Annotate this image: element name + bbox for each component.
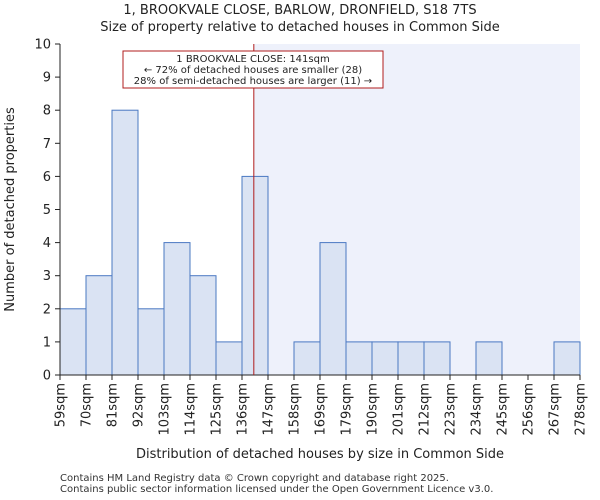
bar-234sqm (475, 341, 503, 376)
y-tick-label: 9 (43, 71, 51, 86)
x-tick-label: 212sqm (418, 383, 433, 436)
x-tick-label: 125sqm (210, 383, 225, 436)
x-tick-label: 92sqm (132, 383, 147, 427)
x-tick-label: 201sqm (392, 383, 407, 436)
bar-212sqm (423, 341, 451, 376)
y-axis-title: Number of detached properties (3, 107, 18, 312)
bar-59sqm (59, 308, 87, 376)
chart-subtitle: Size of property relative to detached ho… (100, 20, 500, 35)
annotation-box (122, 50, 384, 89)
footer-line-2: Contains public sector information licen… (60, 484, 494, 495)
x-tick-label: 245sqm (496, 383, 511, 436)
x-tick-label: 278sqm (574, 383, 589, 436)
bar-81sqm (111, 109, 139, 376)
bar-92sqm (137, 308, 165, 376)
x-tick-label: 158sqm (288, 383, 303, 436)
x-tick-label: 179sqm (340, 383, 355, 436)
x-tick-label: 114sqm (184, 383, 199, 436)
x-axis-title: Distribution of detached houses by size … (136, 447, 504, 462)
y-tick-label: 4 (43, 236, 51, 251)
y-tick-label: 5 (43, 203, 51, 218)
footer-line-1: Contains HM Land Registry data © Crown c… (60, 473, 449, 484)
y-tick-label: 7 (43, 137, 51, 152)
bar-179sqm (345, 341, 373, 376)
y-tick-label: 3 (43, 269, 51, 284)
y-tick-label: 0 (43, 369, 51, 384)
x-tick-label: 169sqm (314, 383, 329, 436)
x-tick-label: 234sqm (470, 383, 485, 436)
bar-136sqm (241, 175, 269, 376)
annotation-line-3: 28% of semi-detached houses are larger (… (134, 76, 372, 87)
bar-158sqm (293, 341, 321, 376)
x-tick-label: 81sqm (106, 383, 121, 427)
x-tick-label: 136sqm (236, 383, 251, 436)
bar-70sqm (85, 275, 113, 376)
chart-title: 1, BROOKVALE CLOSE, BARLOW, DRONFIELD, S… (123, 3, 477, 18)
bar-267sqm (553, 341, 581, 376)
y-tick-label: 8 (43, 104, 51, 119)
annotation-line-2: ← 72% of detached houses are smaller (28… (144, 65, 362, 76)
bar-125sqm (215, 341, 243, 376)
x-tick-label: 147sqm (262, 383, 277, 436)
highlight-region (253, 44, 580, 375)
bar-103sqm (163, 242, 191, 376)
y-tick-label: 1 (43, 335, 51, 350)
x-tick-label: 256sqm (522, 383, 537, 436)
bar-201sqm (397, 341, 425, 376)
x-tick-label: 70sqm (80, 383, 95, 427)
bar-169sqm (319, 242, 347, 376)
x-tick-label: 59sqm (54, 383, 69, 427)
y-tick-label: 10 (34, 38, 51, 53)
y-tick-label: 6 (43, 170, 51, 185)
x-tick-label: 267sqm (548, 383, 563, 436)
bar-190sqm (371, 341, 399, 376)
footer-attribution: Contains HM Land Registry data © Crown c… (60, 473, 493, 495)
x-tick-label: 190sqm (366, 383, 381, 436)
x-tick-label: 103sqm (158, 383, 173, 436)
y-tick-label: 2 (43, 302, 51, 317)
chart-title-block: 1, BROOKVALE CLOSE, BARLOW, DRONFIELD, S… (0, 2, 600, 36)
x-tick-label: 223sqm (444, 383, 459, 436)
annotation-line-1: 1 BROOKVALE CLOSE: 141sqm (176, 54, 329, 65)
bar-114sqm (189, 275, 217, 376)
